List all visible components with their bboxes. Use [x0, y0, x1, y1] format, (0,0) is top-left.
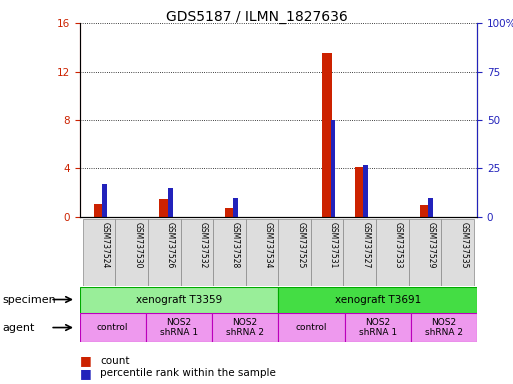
Bar	[345, 313, 411, 342]
Text: ■: ■	[80, 367, 91, 380]
Bar	[376, 219, 409, 286]
Bar	[441, 219, 474, 286]
Text: control: control	[295, 323, 327, 332]
Bar	[225, 209, 234, 217]
Bar	[278, 313, 345, 342]
Bar	[94, 204, 104, 217]
Bar	[168, 188, 172, 217]
Bar	[212, 313, 278, 342]
Bar	[148, 219, 181, 286]
Bar	[80, 313, 146, 342]
Bar	[233, 198, 238, 217]
Text: ■: ■	[80, 354, 91, 367]
Text: GSM737524: GSM737524	[101, 222, 110, 269]
Text: NOS2
shRNA 1: NOS2 shRNA 1	[160, 318, 198, 337]
Text: NOS2
shRNA 1: NOS2 shRNA 1	[359, 318, 397, 337]
Bar	[279, 219, 311, 286]
Text: GSM737532: GSM737532	[199, 222, 207, 269]
Bar	[160, 199, 169, 217]
Text: GSM737534: GSM737534	[264, 222, 272, 269]
Bar	[311, 219, 344, 286]
Text: percentile rank within the sample: percentile rank within the sample	[100, 368, 276, 378]
Text: count: count	[100, 356, 130, 366]
Text: GSM737525: GSM737525	[296, 222, 305, 269]
Bar	[246, 219, 278, 286]
Text: GSM737530: GSM737530	[133, 222, 142, 269]
Text: specimen: specimen	[3, 295, 56, 305]
Bar	[103, 184, 107, 217]
Text: agent: agent	[3, 323, 35, 333]
Text: xenograft T3359: xenograft T3359	[136, 295, 222, 305]
Text: NOS2
shRNA 2: NOS2 shRNA 2	[226, 318, 264, 337]
Bar	[322, 53, 332, 217]
Text: GSM737535: GSM737535	[459, 222, 468, 269]
Bar	[428, 198, 433, 217]
Text: GSM737526: GSM737526	[166, 222, 175, 269]
Bar	[115, 219, 148, 286]
Text: GSM737527: GSM737527	[361, 222, 370, 269]
Bar	[420, 205, 430, 217]
Bar	[278, 287, 477, 313]
Text: GDS5187 / ILMN_1827636: GDS5187 / ILMN_1827636	[166, 10, 347, 23]
Text: GSM737528: GSM737528	[231, 222, 240, 268]
Text: NOS2
shRNA 2: NOS2 shRNA 2	[425, 318, 463, 337]
Bar	[363, 165, 368, 217]
Text: control: control	[97, 323, 128, 332]
Bar	[409, 219, 441, 286]
Bar	[146, 313, 212, 342]
Text: GSM737531: GSM737531	[329, 222, 338, 269]
Text: xenograft T3691: xenograft T3691	[334, 295, 421, 305]
Bar	[355, 167, 365, 217]
Bar	[181, 219, 213, 286]
Bar	[344, 219, 376, 286]
Bar	[83, 219, 115, 286]
Bar	[80, 287, 278, 313]
Bar	[213, 219, 246, 286]
Text: GSM737529: GSM737529	[427, 222, 436, 269]
Text: GSM737533: GSM737533	[394, 222, 403, 269]
Bar	[411, 313, 477, 342]
Bar	[330, 120, 336, 217]
